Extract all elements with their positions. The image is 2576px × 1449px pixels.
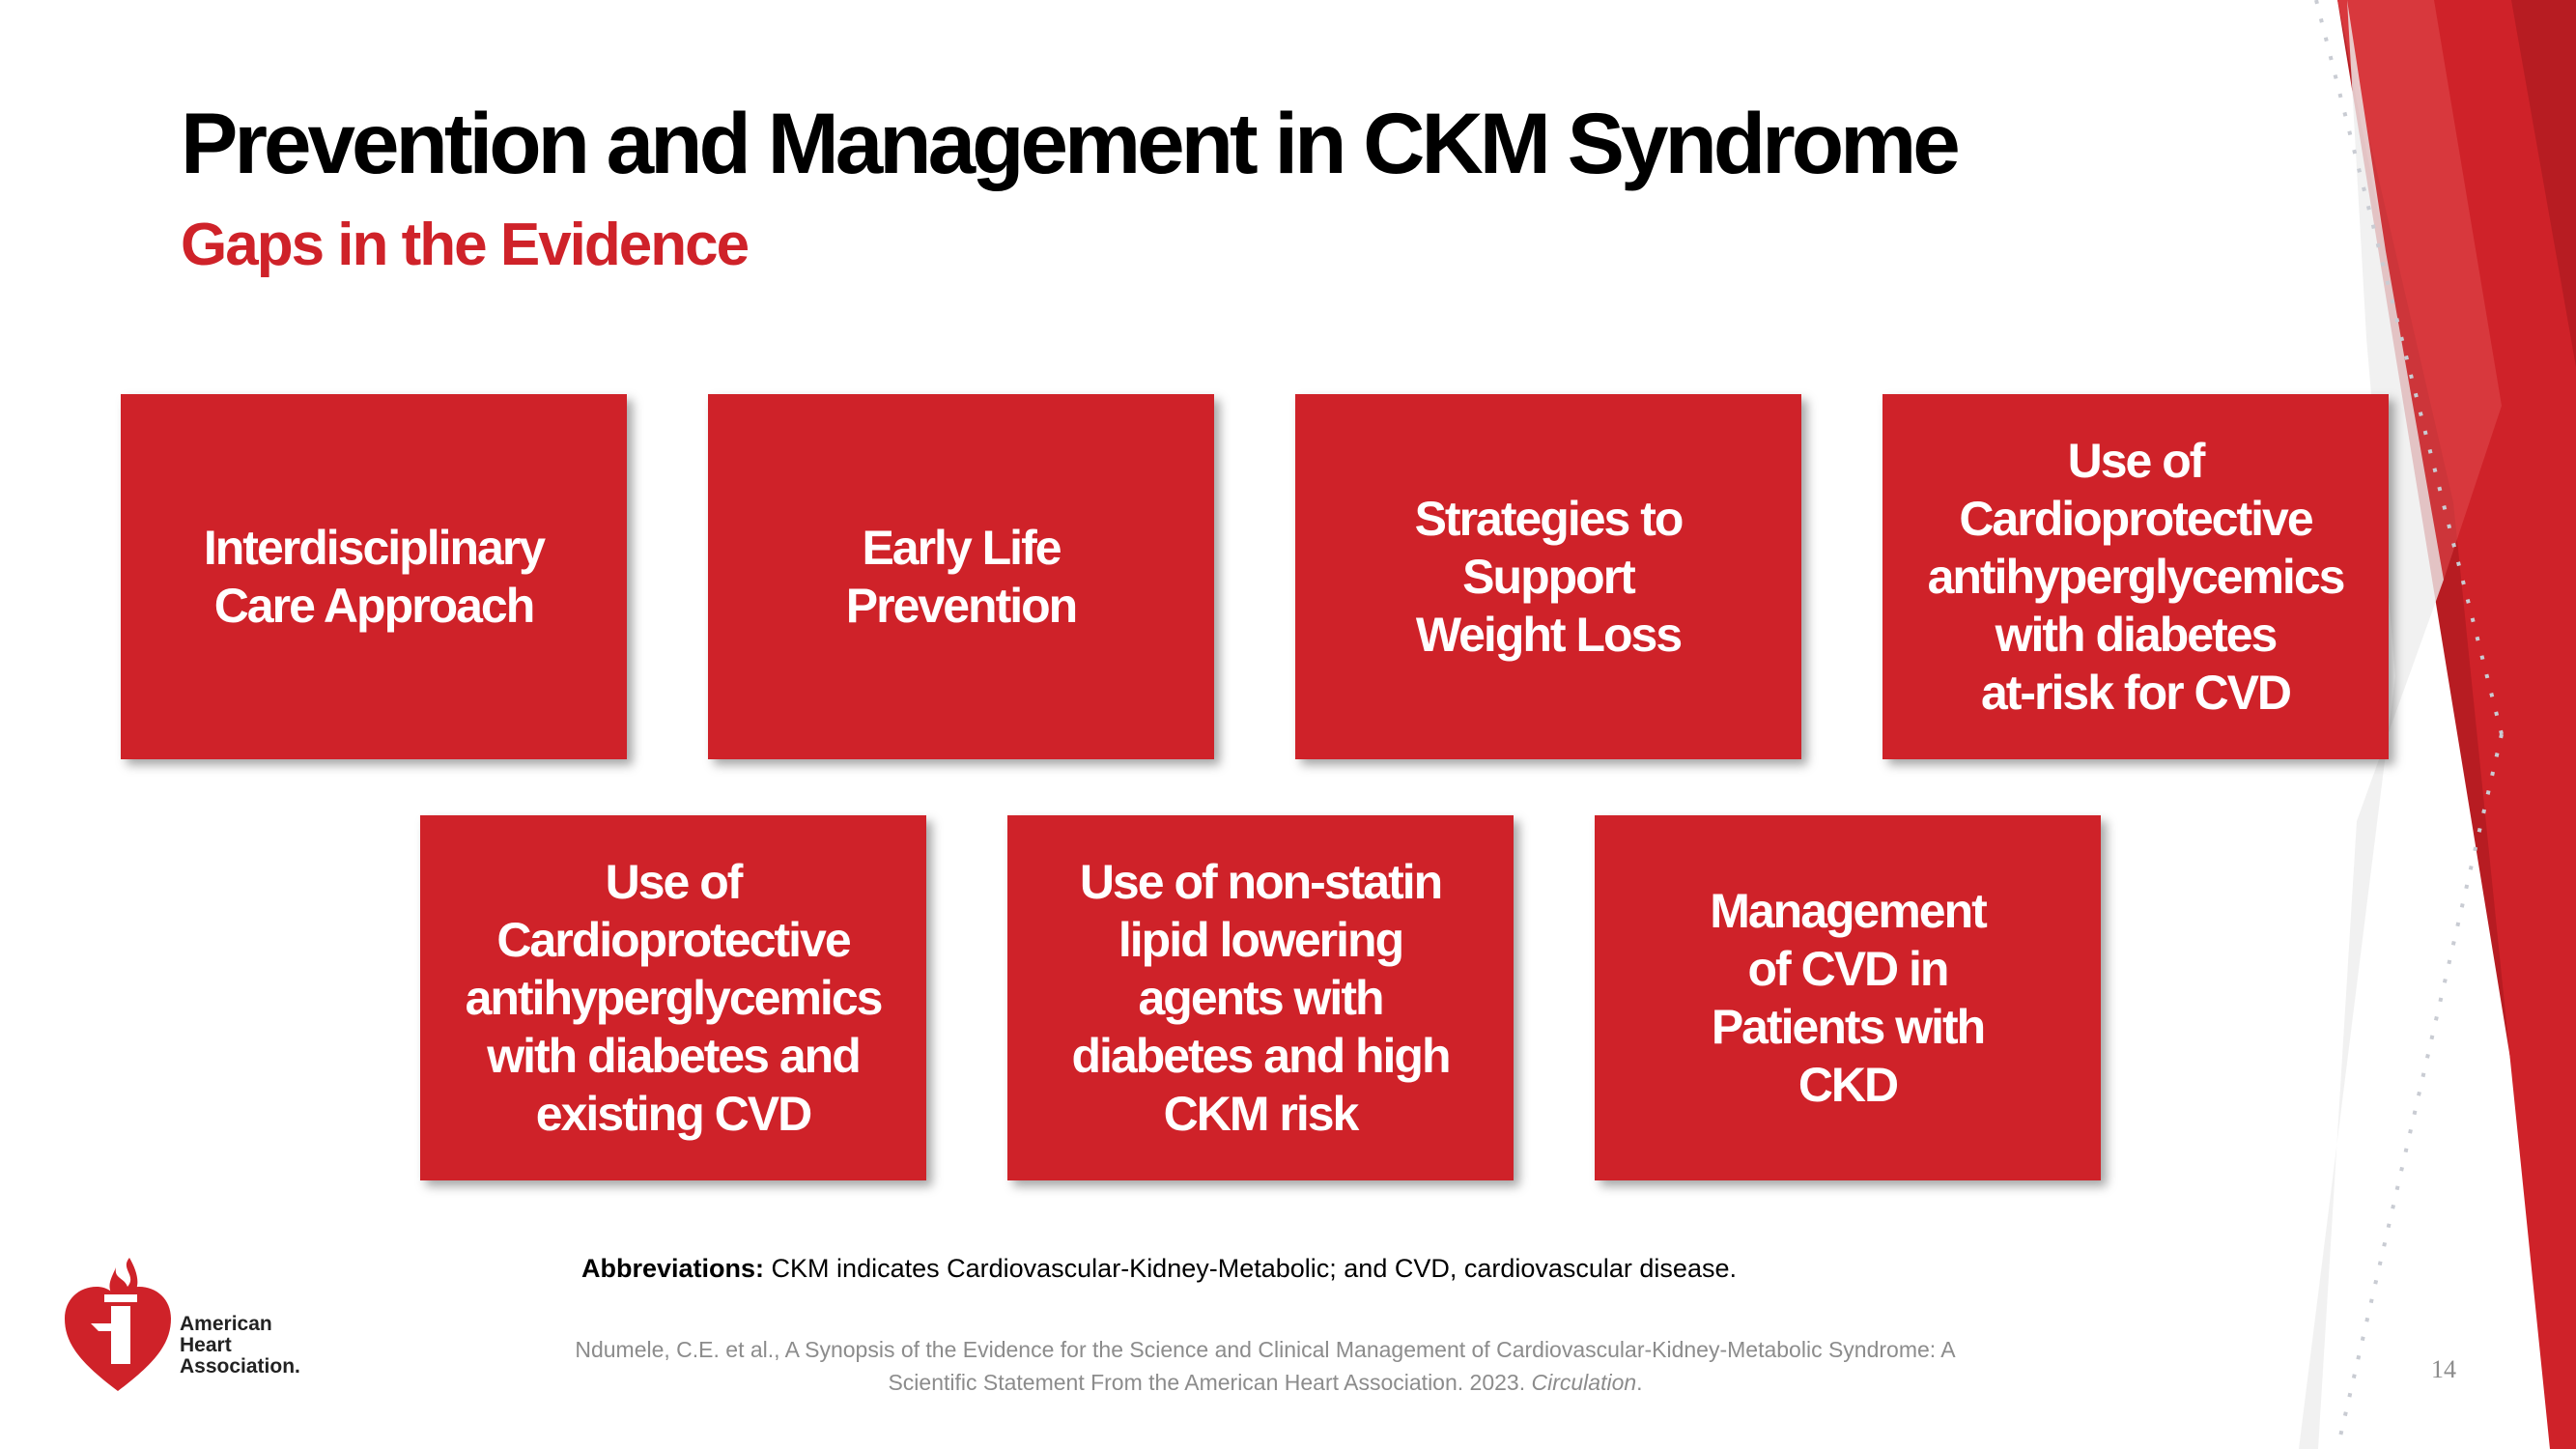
card-label: Use of Cardioprotective antihyperglycemi… (465, 855, 884, 1141)
page-title: Prevention and Management in CKM Syndrom… (181, 95, 1961, 191)
logo-wordmark: American Heart Association. (180, 1314, 334, 1378)
card-label: Interdisciplinary Care Approach (203, 521, 546, 633)
card-early-life-prevention: Early Life Prevention (708, 394, 1214, 759)
page-subtitle: Gaps in the Evidence (181, 212, 750, 278)
card-antihyperglycemics-at-risk: Use of Cardioprotective antihyperglycemi… (1882, 394, 2389, 759)
card-label: Use of non-statin lipid lowering agents … (1071, 855, 1451, 1141)
card-label: Use of Cardioprotective antihyperglycemi… (1927, 434, 2346, 720)
card-antihyperglycemics-existing-cvd: Use of Cardioprotective antihyperglycemi… (420, 815, 926, 1180)
card-label: Strategies to Support Weight Loss (1414, 492, 1684, 662)
logo-line-3: Association. (180, 1355, 300, 1378)
card-weight-loss-strategies: Strategies to Support Weight Loss (1295, 394, 1801, 759)
card-label: Management of CVD in Patients with CKD (1710, 884, 1988, 1112)
card-non-statin-lipid-lowering: Use of non-statin lipid lowering agents … (1007, 815, 1514, 1180)
logo-line-1: American (180, 1313, 272, 1335)
card-cvd-management-ckd: Management of CVD in Patients with CKD (1595, 815, 2101, 1180)
card-interdisciplinary-care: Interdisciplinary Care Approach (121, 394, 627, 759)
citation-end: . (1636, 1370, 1643, 1395)
citation-text: Ndumele, C.E. et al., A Synopsis of the … (575, 1337, 1956, 1395)
heart-torch-icon (65, 1258, 171, 1391)
abbreviations-text: CKM indicates Cardiovascular-Kidney-Meta… (764, 1254, 1737, 1283)
citation-journal: Circulation (1531, 1370, 1637, 1395)
abbreviations-label: Abbreviations: (581, 1254, 765, 1283)
card-label: Early Life Prevention (845, 521, 1078, 633)
logo-line-2: Heart (180, 1334, 232, 1356)
aha-logo: American Heart Association. (60, 1256, 330, 1401)
citation: Ndumele, C.E. et al., A Synopsis of the … (541, 1333, 1990, 1399)
abbreviations-note: Abbreviations: CKM indicates Cardiovascu… (483, 1254, 1835, 1284)
page-number: 14 (2431, 1355, 2456, 1383)
